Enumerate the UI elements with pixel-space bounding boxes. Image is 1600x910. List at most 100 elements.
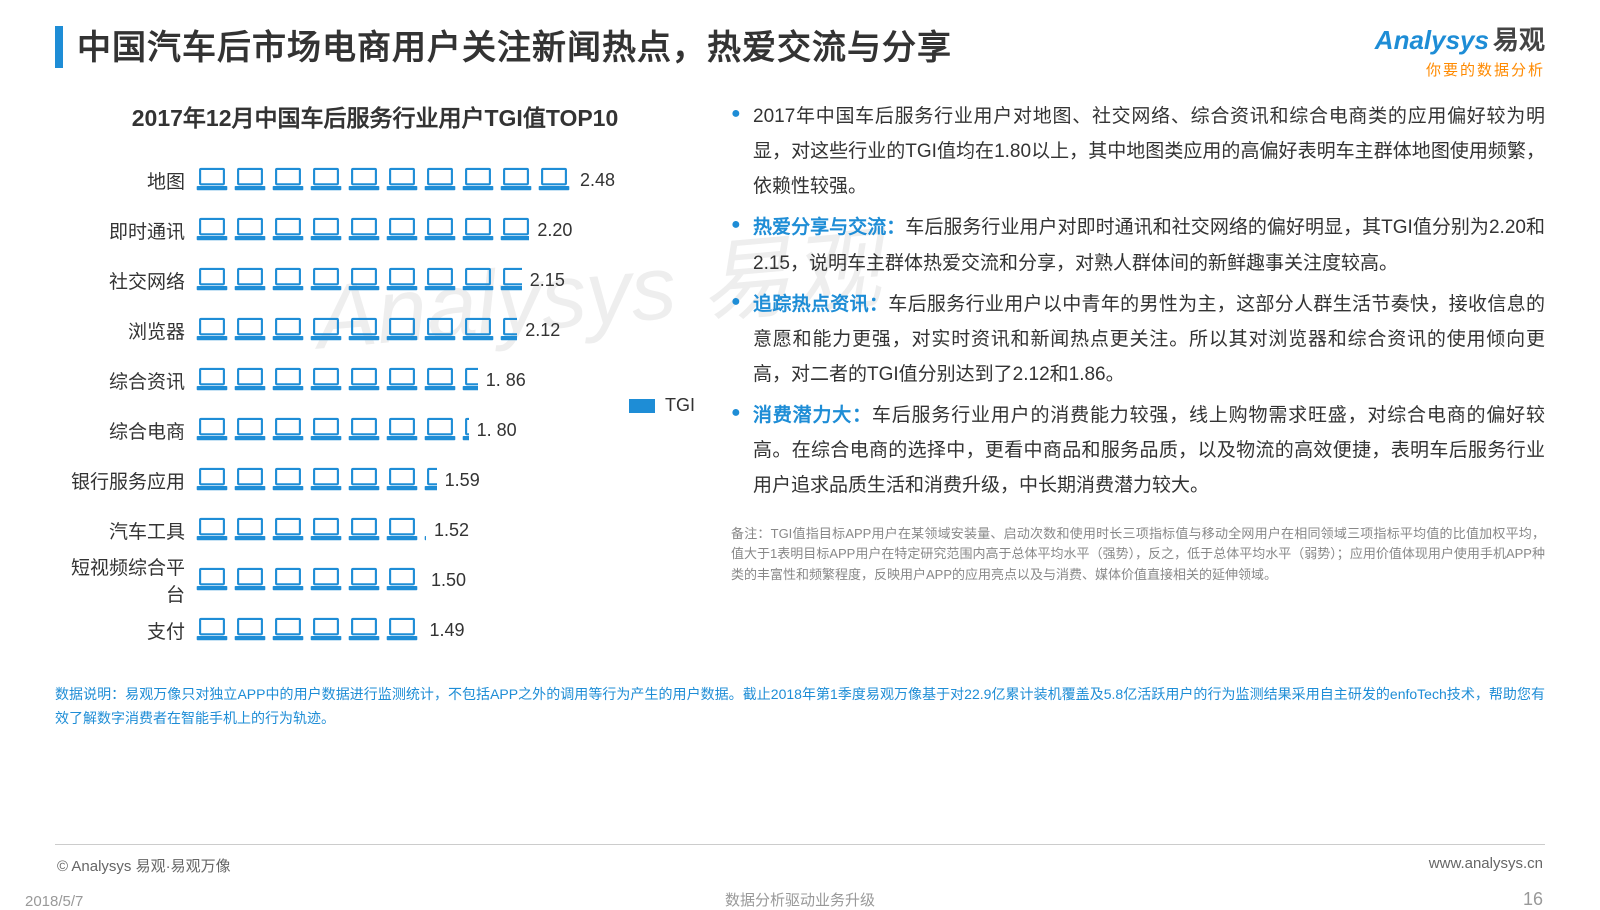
laptop-icon: [195, 567, 229, 593]
laptop-icon: [423, 317, 457, 343]
chart-row: 综合资讯1. 86: [55, 355, 695, 405]
laptop-icon: [195, 167, 229, 193]
chart-row-value: 1. 80: [477, 420, 517, 441]
laptop-icon: [309, 167, 343, 193]
chart-row-bar: [195, 362, 478, 398]
laptop-icon: [423, 467, 437, 493]
laptop-icon: [423, 267, 457, 293]
chart-row-value: 1.52: [434, 520, 469, 541]
chart-row-label: 地图: [55, 167, 195, 194]
laptop-icon: [499, 267, 522, 293]
chart-row: 地图 2.48: [55, 155, 695, 205]
laptop-icon: [347, 217, 381, 243]
bullet-highlight: 追踪热点资讯：: [753, 294, 888, 315]
laptop-icon: [271, 167, 305, 193]
chart-row: 汽车工具1.52: [55, 505, 695, 555]
chart-row-bar-wrap: 1.59: [195, 462, 695, 498]
laptop-icon: [271, 367, 305, 393]
laptop-icon: [347, 567, 381, 593]
title-accent-bar: [55, 26, 63, 68]
laptop-icon: [195, 217, 229, 243]
footer-url: www.analysys.cn: [1429, 855, 1543, 876]
bullet-item: 追踪热点资讯：车后服务行业用户以中青年的男性为主，这部分人群生活节奏快，接收信息…: [731, 287, 1545, 392]
logo-tagline: 你要的数据分析: [1375, 59, 1545, 80]
chart-row-bar-wrap: 2.20: [195, 212, 695, 248]
laptop-icon: [309, 467, 343, 493]
chart-row-value: 1.50: [431, 570, 466, 591]
laptop-icon: [461, 367, 478, 393]
laptop-icon: [195, 267, 229, 293]
chart-row-value: 2.48: [580, 170, 615, 191]
chart-row-label: 支付: [55, 617, 195, 644]
laptop-icon: [309, 617, 343, 643]
chart-row-label: 即时通讯: [55, 217, 195, 244]
laptop-icon: [423, 417, 457, 443]
chart-row-value: 2.12: [525, 320, 560, 341]
laptop-icon: [385, 167, 419, 193]
laptop-icon: [195, 367, 229, 393]
laptop-icon: [385, 567, 419, 593]
chart-row-bar: [195, 162, 572, 198]
laptop-icon: [271, 267, 305, 293]
laptop-icon: [271, 417, 305, 443]
laptop-icon: [195, 517, 229, 543]
chart-row-bar: [195, 462, 437, 498]
bullet-highlight: 热爱分享与交流：: [753, 217, 905, 238]
laptop-icon: [537, 167, 571, 193]
laptop-icon: [271, 317, 305, 343]
chart-row-label: 综合资讯: [55, 367, 195, 394]
chart-row-label: 综合电商: [55, 417, 195, 444]
laptop-icon: [195, 617, 229, 643]
chart-row: 社交网络2.15: [55, 255, 695, 305]
laptop-icon: [461, 417, 469, 443]
laptop-icon: [195, 417, 229, 443]
footer-divider: [55, 844, 1545, 845]
laptop-icon: [309, 267, 343, 293]
header: 中国汽车后市场电商用户关注新闻热点，热爱交流与分享 Analysys易观 你要的…: [55, 20, 1545, 69]
data-source-note: 数据说明：易观万像只对独立APP中的用户数据进行监测统计，不包括APP之外的调用…: [55, 683, 1545, 731]
laptop-icon: [195, 317, 229, 343]
laptop-icon: [233, 167, 267, 193]
chart-row-value: 2.15: [530, 270, 565, 291]
chart-row-bar-wrap: 2.15: [195, 262, 695, 298]
laptop-icon: [347, 367, 381, 393]
chart-row-bar: [195, 612, 421, 648]
footer: © Analysys 易观·易观万像 www.analysys.cn: [55, 844, 1545, 876]
laptop-icon: [309, 317, 343, 343]
laptop-icon: [271, 217, 305, 243]
chart-row-bar-wrap: 1. 86: [195, 362, 695, 398]
chart-row-bar: [195, 262, 522, 298]
chart-row-bar-wrap: 1.50: [195, 562, 695, 598]
chart-row: 即时通讯2.20: [55, 205, 695, 255]
laptop-icon: [423, 517, 426, 543]
laptop-icon: [423, 217, 457, 243]
chart-row-bar: [195, 312, 517, 348]
laptop-icon: [233, 567, 267, 593]
laptop-icon: [233, 417, 267, 443]
laptop-icon: [499, 317, 517, 343]
chart-row-bar: [195, 212, 529, 248]
bullet-item: 热爱分享与交流：车后服务行业用户对即时通讯和社交网络的偏好明显，其TGI值分别为…: [731, 210, 1545, 280]
laptop-icon: [347, 417, 381, 443]
laptop-icon: [385, 367, 419, 393]
laptop-icon: [233, 617, 267, 643]
laptop-icon: [423, 167, 457, 193]
laptop-icon: [385, 267, 419, 293]
footnote: 备注：TGI值指目标APP用户在某领域安装量、启动次数和使用时长三项指标值与移动…: [731, 524, 1545, 586]
laptop-icon: [271, 517, 305, 543]
bullet-item: 2017年中国车后服务行业用户对地图、社交网络、综合资讯和综合电商类的应用偏好较…: [731, 99, 1545, 204]
chart-row-bar: [195, 512, 426, 548]
slide-date: 2018/5/7: [25, 893, 83, 910]
copyright: © Analysys 易观·易观万像: [57, 855, 231, 876]
laptop-icon: [461, 217, 495, 243]
laptop-icon: [385, 617, 419, 643]
laptop-icon: [461, 267, 495, 293]
laptop-icon: [347, 617, 381, 643]
chart-row-bar: [195, 412, 469, 448]
chart-row-value: 1.49: [429, 620, 464, 641]
laptop-icon: [385, 217, 419, 243]
chart-row-bar-wrap: 1. 80: [195, 412, 695, 448]
laptop-icon: [347, 467, 381, 493]
chart-row-bar-wrap: 2.48: [195, 162, 695, 198]
laptop-icon: [385, 417, 419, 443]
